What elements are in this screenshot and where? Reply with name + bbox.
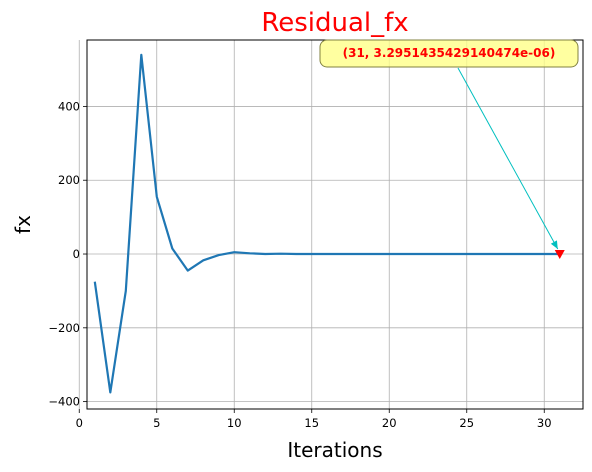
x-tick-label: 20 — [382, 416, 397, 430]
plot-frame — [86, 39, 584, 410]
annotation-box — [319, 39, 579, 68]
x-axis-label: Iterations — [287, 438, 382, 462]
series-lines — [93, 53, 560, 394]
y-tick-label: −400 — [48, 395, 80, 409]
y-tick-label: 200 — [58, 173, 80, 187]
axis-ticks: 0 5 10 15 20 25 30 −400 −200 0 200 400 — [48, 99, 551, 430]
grid-lines — [78, 40, 583, 409]
annotation-label: (31, 3.2951435429140474e-06) — [343, 46, 556, 60]
y-tick-label: 0 — [73, 247, 80, 261]
x-tick-label: 10 — [227, 416, 242, 430]
x-tick-label: 5 — [153, 416, 160, 430]
y-tick-label: 400 — [58, 99, 80, 113]
y-axis-label: fx — [11, 215, 35, 234]
endpoint-marker — [554, 250, 565, 260]
series-line — [93, 53, 560, 394]
x-tick-label: 25 — [459, 416, 474, 430]
markers — [554, 250, 565, 260]
annotation-arrow — [457, 67, 559, 250]
chart-title: Residual_fx — [261, 8, 408, 38]
x-tick-label: 30 — [537, 416, 552, 430]
x-tick-label: 15 — [304, 416, 319, 430]
y-tick-label: −200 — [48, 321, 80, 335]
x-tick-label: 0 — [76, 416, 83, 430]
annotation-arrowhead — [550, 240, 558, 250]
annotation: (31, 3.2951435429140474e-06) — [319, 39, 579, 250]
